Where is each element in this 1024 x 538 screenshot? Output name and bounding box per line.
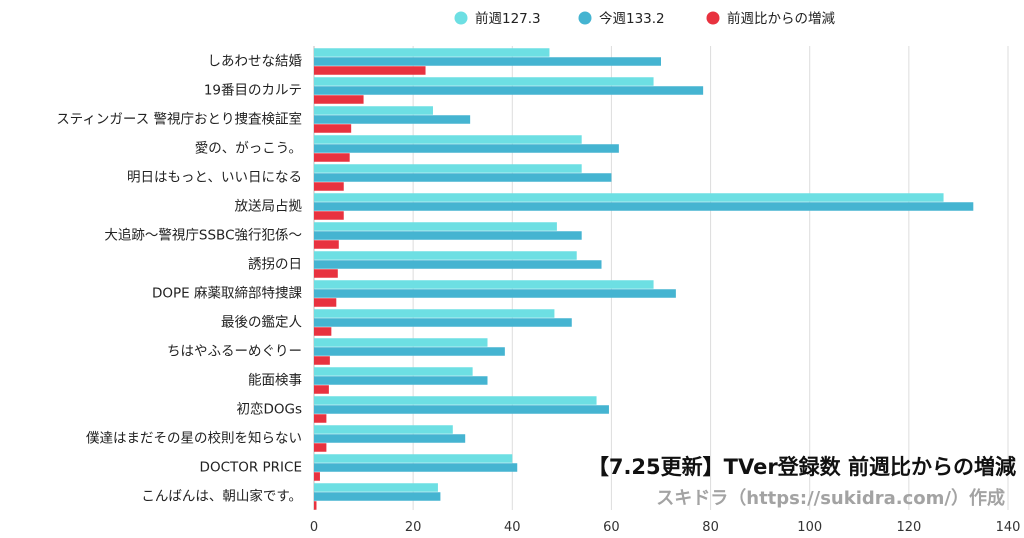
x-tick-label: 20 xyxy=(405,520,422,535)
bar-series-0 xyxy=(314,48,550,57)
bar-series-1 xyxy=(314,434,466,443)
bar-series-0 xyxy=(314,251,577,260)
legend-label: 前週比からの増減 xyxy=(727,10,835,27)
legend-marker xyxy=(706,11,720,25)
bar-series-0 xyxy=(314,135,582,144)
legend: 前週127.3 今週133.2 前週比からの増減 xyxy=(454,10,835,27)
bars xyxy=(314,48,974,510)
bar-series-1 xyxy=(314,463,518,472)
category-label: 僕達はまだその星の校則を知らない xyxy=(86,430,302,447)
legend-marker xyxy=(454,11,468,25)
bar-series-0 xyxy=(314,338,488,347)
bar-series-2 xyxy=(314,356,330,365)
credit-text: スキドラ（https://sukidra.com/）作成 xyxy=(656,487,1005,509)
bar-series-2 xyxy=(314,443,327,452)
category-label: DOCTOR PRICE xyxy=(200,460,302,476)
x-tick-label: 100 xyxy=(797,520,822,535)
bar-series-2 xyxy=(314,211,344,220)
bar-series-0 xyxy=(314,222,557,231)
bar-series-1 xyxy=(314,376,488,385)
category-label: 誘拐の日 xyxy=(248,257,302,273)
bar-series-0 xyxy=(314,164,582,173)
bar-series-0 xyxy=(314,280,654,289)
category-label: 放送局占拠 xyxy=(235,199,303,215)
category-label: ちはやふるーめぐりー xyxy=(167,344,302,360)
bar-series-2 xyxy=(314,414,327,423)
legend-marker xyxy=(578,11,592,25)
bar-series-0 xyxy=(314,309,555,318)
bar-series-0 xyxy=(314,367,473,376)
x-tick-label: 120 xyxy=(896,520,921,535)
bar-series-1 xyxy=(314,260,602,269)
bar-series-1 xyxy=(314,202,974,211)
bar-series-1 xyxy=(314,173,612,182)
bar-series-2 xyxy=(314,240,339,249)
bar-series-1 xyxy=(314,231,582,240)
legend-label: 今週133.2 xyxy=(599,11,665,27)
x-tick-label: 0 xyxy=(310,520,318,535)
x-tick-label: 140 xyxy=(996,520,1021,535)
bar-series-0 xyxy=(314,425,453,434)
bar-series-2 xyxy=(314,95,364,104)
bar-series-2 xyxy=(314,501,317,510)
bar-series-2 xyxy=(314,472,320,481)
bar-series-1 xyxy=(314,86,704,95)
bar-series-1 xyxy=(314,347,505,356)
bar-series-1 xyxy=(314,144,619,153)
bar-series-1 xyxy=(314,57,661,66)
bar-series-2 xyxy=(314,182,344,191)
category-label: 最後の鑑定人 xyxy=(221,314,302,331)
category-label: DOPE 麻薬取締部特捜課 xyxy=(152,285,302,302)
bar-series-0 xyxy=(314,483,438,492)
bar-series-2 xyxy=(314,269,338,278)
bar-series-1 xyxy=(314,492,441,501)
category-label: こんばんは、朝山家です。 xyxy=(141,488,302,505)
category-label: 大追跡〜警視庁SSBC強行犯係〜 xyxy=(104,228,302,244)
bar-series-1 xyxy=(314,289,676,298)
category-label: 初恋DOGs xyxy=(236,401,302,418)
bar-series-1 xyxy=(314,115,471,124)
bar-series-2 xyxy=(314,385,329,394)
bar-series-2 xyxy=(314,124,352,133)
category-label: 明日はもっと、いい日になる xyxy=(127,170,302,186)
category-label: スティンガース 警視庁おとり捜査検証室 xyxy=(56,111,302,128)
bar-series-2 xyxy=(314,327,332,336)
x-tick-labels: 0 20 40 60 80 100 120 140 xyxy=(310,520,1021,535)
bar-series-1 xyxy=(314,318,572,327)
category-label: 19番目のカルテ xyxy=(204,83,302,99)
bar-series-0 xyxy=(314,454,513,463)
bar-series-0 xyxy=(314,396,597,405)
x-tick-label: 80 xyxy=(702,520,719,535)
legend-label: 前週127.3 xyxy=(475,10,541,27)
chart-title: 【7.25更新】TVer登録数 前週比からの増減 xyxy=(588,455,1016,479)
bar-series-0 xyxy=(314,77,654,86)
bar-series-2 xyxy=(314,66,426,75)
bar-series-1 xyxy=(314,405,609,414)
category-label: しあわせな結婚 xyxy=(208,54,303,70)
category-label: 愛の、がっこう。 xyxy=(195,141,302,157)
category-label: 能面検事 xyxy=(248,373,302,389)
x-tick-label: 40 xyxy=(504,520,521,535)
bar-series-0 xyxy=(314,193,944,202)
bar-series-2 xyxy=(314,298,337,307)
bar-series-2 xyxy=(314,153,350,162)
x-tick-label: 60 xyxy=(603,520,620,535)
bar-series-0 xyxy=(314,106,433,115)
